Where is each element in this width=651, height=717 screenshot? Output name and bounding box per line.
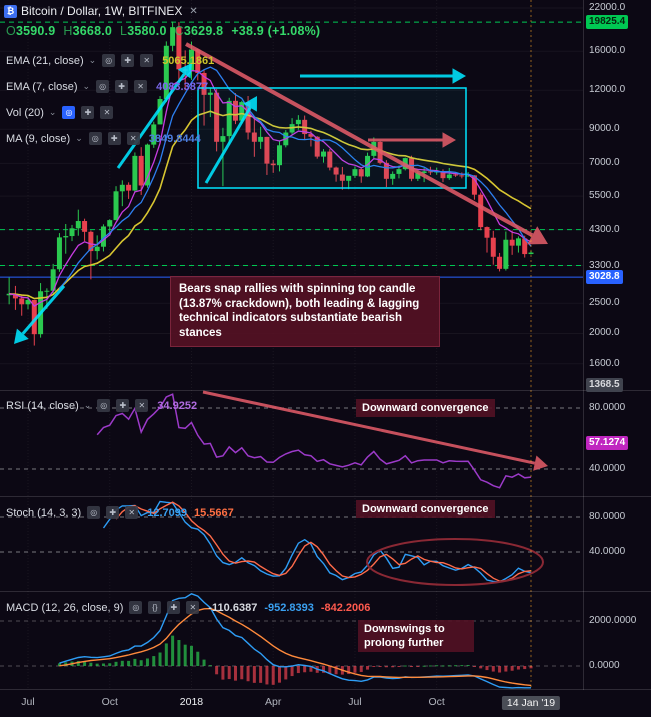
time-label[interactable]: Apr — [265, 696, 282, 708]
chevron-down-icon[interactable]: ⌄ — [75, 133, 83, 143]
macd-hist-value: -110.6387 — [208, 601, 258, 614]
indicator-label[interactable]: EMA (21, close) — [6, 54, 84, 67]
eye-icon[interactable]: ◎ — [129, 601, 143, 614]
price-axis[interactable]: 22000.0 16000.0 12000.0 9000.0 7000.0 5500.0 4… — [584, 0, 651, 690]
price-tick-label: 3300.0 — [589, 259, 620, 271]
macd-histogram — [57, 635, 533, 685]
rsi-tick-label: 80.0000 — [589, 402, 626, 413]
chevron-down-icon[interactable]: ⌄ — [82, 81, 91, 91]
time-label[interactable]: Oct — [101, 696, 118, 708]
open-value: O3590.9 — [6, 24, 56, 38]
delete-icon[interactable]: ✕ — [135, 399, 149, 412]
rsi-mark-label: 57.1274 — [586, 435, 629, 450]
delete-icon[interactable]: ✕ — [134, 80, 148, 93]
settings-icon[interactable]: ✚ — [121, 54, 135, 67]
eye-icon[interactable]: ◎ — [97, 399, 111, 412]
macd-annotation[interactable]: Downswings to prolong further — [358, 620, 474, 653]
indicator-label[interactable]: Stoch (14, 3, 3) — [6, 506, 82, 519]
settings-icon[interactable]: ✚ — [115, 80, 129, 93]
stoch-annotation[interactable]: Downward convergence — [356, 500, 495, 519]
chevron-down-icon[interactable]: ⌄ — [88, 55, 97, 65]
eye-icon[interactable]: ◎ — [87, 506, 101, 519]
price-tick-label: 2500.0 — [589, 297, 620, 309]
delete-icon[interactable]: ✕ — [140, 54, 154, 67]
indicator-label[interactable]: EMA (7, close) — [6, 80, 78, 93]
delete-icon[interactable]: ✕ — [186, 601, 200, 614]
macd-tick-label: 0.0000 — [589, 660, 620, 671]
stoch-tick-label: 40.0000 — [589, 546, 626, 557]
indicator-label[interactable]: MACD (12, 26, close, 9) — [6, 601, 124, 614]
symbol-title[interactable]: Bitcoin / Dollar, 1W, BITFINEX — [21, 4, 183, 18]
drawing-annotations — [14, 42, 548, 586]
price-tick-label: 7000.0 — [589, 157, 620, 169]
chevron-down-icon[interactable]: ⌄ — [48, 107, 57, 117]
indicator-row-ema7: EMA (7, close) ⌄ ◎ ✚ ✕ 4083.3877 — [6, 80, 208, 93]
ohlc-row: O3590.9 H3668.0 L3580.0 C3629.8 +38.9 (+… — [6, 24, 320, 38]
time-label[interactable]: Jul — [21, 696, 35, 708]
settings-icon[interactable]: ✚ — [167, 601, 181, 614]
low-value: L3580.0 — [120, 24, 167, 38]
eye-icon[interactable]: ◎ — [88, 132, 102, 145]
indicator-value: 5065.1861 — [162, 54, 215, 67]
price-tick-label: 5500.0 — [589, 190, 620, 202]
price-tick-label: 12000.0 — [589, 84, 626, 96]
time-label[interactable]: Oct — [428, 696, 445, 708]
indicator-label[interactable]: MA (9, close) — [6, 132, 71, 145]
price-tick-label: 22000.0 — [589, 1, 626, 13]
eye-icon[interactable]: ◎ — [102, 54, 116, 67]
rsi-value: 34.9252 — [157, 399, 198, 412]
settings-icon[interactable]: ✚ — [116, 399, 130, 412]
indicator-label[interactable]: Vol (20) — [6, 106, 44, 119]
price-tick-label: 1600.0 — [589, 357, 620, 369]
rsi-tick-label: 40.0000 — [589, 463, 626, 474]
time-label[interactable]: 2018 — [179, 696, 204, 708]
indicator-row-ma9: MA (9, close) ⌄ ◎ ✚ ✕ 3849.8444 — [6, 132, 201, 145]
price-mark-label: 19825.4 — [586, 15, 629, 30]
stoch-k-value: 12.7099 — [147, 506, 187, 519]
source-code-icon[interactable]: {} — [148, 601, 162, 614]
macd-line-value: -952.8393 — [264, 601, 314, 614]
price-mark-label: 1368.5 — [586, 378, 623, 392]
symbol-logo-icon: ₿ — [4, 4, 17, 18]
macd-legend-row: MACD (12, 26, close, 9) ◎ {} ✚ ✕ -110.63… — [6, 601, 370, 614]
indicator-value: 4083.3877 — [156, 80, 209, 93]
eye-icon[interactable]: ◎ — [62, 106, 76, 119]
indicator-value: 3849.8444 — [148, 132, 201, 145]
time-label[interactable]: 14 Jan '19 — [501, 696, 561, 710]
settings-icon[interactable]: ✚ — [81, 106, 95, 119]
settings-icon[interactable]: ✚ — [106, 506, 120, 519]
macd-signal-value: -842.2006 — [320, 601, 371, 614]
eye-icon[interactable]: ◎ — [96, 80, 110, 93]
settings-icon[interactable]: ✚ — [107, 132, 121, 145]
price-mark-label: 3028.8 — [586, 270, 623, 285]
bearish-note-annotation[interactable]: Bears snap rallies with spinning top can… — [170, 276, 440, 347]
delete-icon[interactable]: ✕ — [125, 506, 139, 519]
stoch-legend-row: Stoch (14, 3, 3) ◎ ✚ ✕ 12.7099 15.5667 — [6, 506, 234, 519]
macd-tick-label: 2000.0000 — [589, 615, 637, 626]
stoch-tick-label: 80.0000 — [589, 511, 626, 522]
price-tick-label: 16000.0 — [589, 45, 626, 57]
rsi-legend-row: RSI (14, close) ⌄ ◎ ✚ ✕ 34.9252 — [6, 399, 197, 412]
price-tick-label: 2000.0 — [589, 327, 620, 339]
change-value: +38.9 (+1.08%) — [231, 24, 321, 38]
delete-icon[interactable]: ✕ — [100, 106, 114, 119]
close-value: C3629.8 — [174, 24, 224, 38]
delete-icon[interactable]: ✕ — [126, 132, 140, 145]
price-tick-label: 9000.0 — [589, 123, 620, 135]
time-label[interactable]: Jul — [348, 696, 362, 708]
close-icon[interactable]: ✕ — [189, 5, 198, 17]
price-tick-label: 4300.0 — [589, 223, 620, 235]
symbol-legend-row: ₿ Bitcoin / Dollar, 1W, BITFINEX ✕ — [4, 4, 198, 18]
indicator-row-ema21: EMA (21, close) ⌄ ◎ ✚ ✕ 5065.1861 — [6, 54, 214, 67]
high-value: H3668.0 — [63, 24, 113, 38]
rsi-annotation[interactable]: Downward convergence — [356, 399, 495, 418]
indicator-row-vol: Vol (20) ⌄ ◎ ✚ ✕ — [6, 106, 114, 119]
chevron-down-icon[interactable]: ⌄ — [83, 400, 92, 410]
stoch-d-value: 15.5667 — [193, 506, 234, 519]
time-axis[interactable]: Jul Oct 2018 Apr Jul Oct 14 Jan '19 — [0, 690, 651, 717]
indicator-label[interactable]: RSI (14, close) — [6, 399, 79, 412]
